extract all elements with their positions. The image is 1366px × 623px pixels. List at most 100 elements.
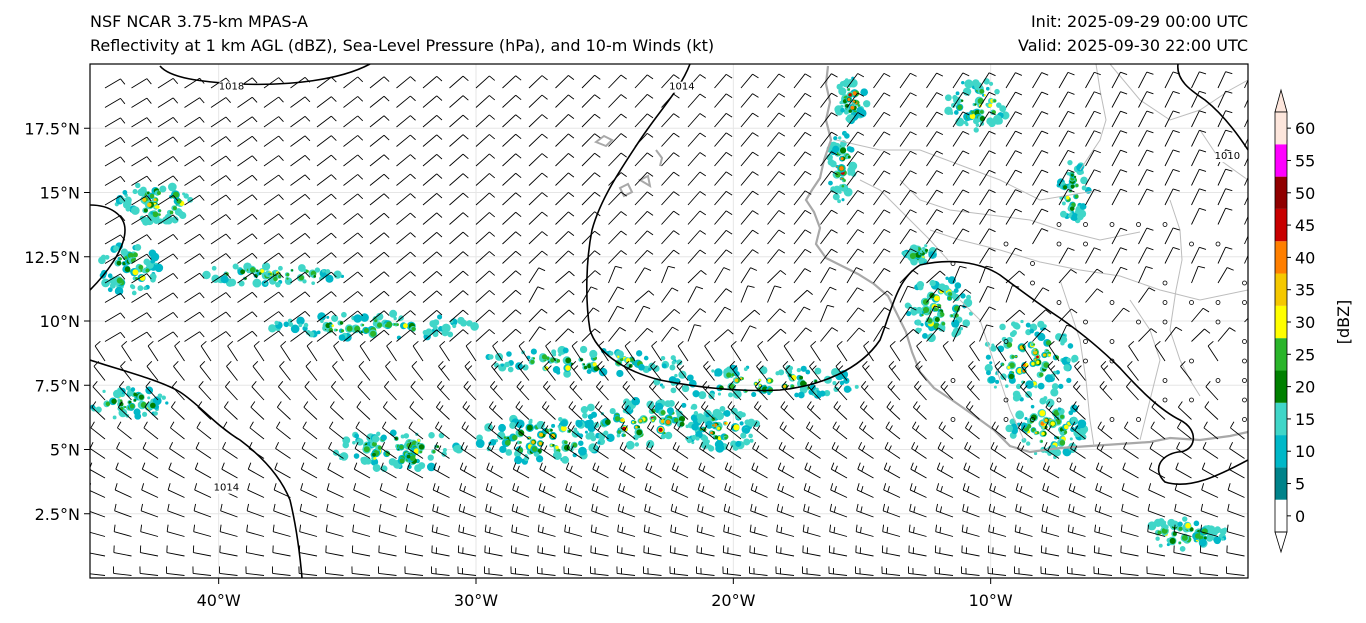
wind-barb <box>537 524 556 537</box>
wind-barb <box>263 174 284 186</box>
lat-tick-label: 2.5°N <box>35 505 80 524</box>
wind-barb <box>536 566 556 576</box>
wind-barb <box>661 210 680 225</box>
wind-barb <box>502 153 522 167</box>
wind-barb <box>386 340 397 362</box>
wind-barb <box>1122 462 1139 479</box>
wind-barb <box>157 97 179 108</box>
colorbar-tick-label: 40 <box>1295 248 1315 267</box>
wind-barb <box>290 213 311 225</box>
wind-barb <box>1205 381 1219 401</box>
wind-barb <box>131 175 152 186</box>
wind-barb <box>756 360 768 381</box>
wind-barb <box>802 545 821 557</box>
wind-barb <box>325 545 344 557</box>
wind-barb <box>673 421 689 440</box>
wind-barb <box>995 340 1007 362</box>
wind-barb <box>1191 188 1207 206</box>
wind-barb <box>555 114 575 128</box>
wind-barb <box>484 524 503 537</box>
wind-barb <box>93 360 106 381</box>
wind-barb <box>687 324 702 342</box>
wind-barb <box>1085 71 1101 89</box>
wind-barb <box>767 285 782 303</box>
wind-barb <box>343 213 364 225</box>
wind-barb <box>723 524 742 537</box>
wind-barb <box>165 566 185 576</box>
wind-barb <box>1032 111 1049 128</box>
wind-barb <box>793 151 812 167</box>
wind-barb <box>449 192 469 206</box>
wind-barb <box>608 172 627 186</box>
wind-barb <box>343 310 364 323</box>
wind-barb <box>767 93 786 108</box>
wind-barb <box>1225 566 1245 576</box>
wind-barb <box>1227 503 1245 518</box>
wind-barb <box>649 381 662 401</box>
wind-barb <box>1138 130 1154 147</box>
wind-barb <box>131 195 152 206</box>
wind-barb <box>210 311 231 323</box>
wind-barb <box>780 401 795 420</box>
wind-barb <box>979 208 996 225</box>
wind-barb <box>378 545 397 557</box>
wind-barb <box>979 169 996 186</box>
wind-barb <box>369 212 390 225</box>
wind-barb <box>566 441 583 459</box>
colorbar-tick-label: 30 <box>1295 313 1315 332</box>
wind-barb <box>502 192 522 206</box>
wind-barb <box>608 74 627 89</box>
wind-barb <box>343 76 364 89</box>
wind-barb <box>740 325 757 342</box>
wind-barb <box>166 545 185 557</box>
wind-barb <box>967 381 980 401</box>
wind-barb <box>94 340 106 362</box>
wind-barb <box>622 381 636 401</box>
wind-barb <box>1015 483 1033 498</box>
wind-barb <box>861 381 874 401</box>
wind-barb <box>407 441 424 459</box>
wind-barb <box>793 209 812 225</box>
wind-barb <box>449 309 469 323</box>
wind-barb <box>753 421 768 440</box>
wind-barb <box>210 116 231 128</box>
wind-barb <box>687 113 707 128</box>
wind-barb <box>730 340 742 362</box>
wind-barb <box>131 331 152 342</box>
wind-barb <box>926 92 944 108</box>
wind-barb <box>952 189 970 206</box>
wind-barb <box>449 329 469 342</box>
wind-barb <box>457 545 477 557</box>
wind-barb <box>379 503 397 518</box>
wind-barb <box>437 381 450 401</box>
wind-barb <box>936 483 954 498</box>
wind-barb <box>1164 188 1180 206</box>
wind-barb <box>722 545 742 557</box>
wind-barb <box>793 112 812 128</box>
wind-barb <box>196 421 212 440</box>
wind-barb <box>192 545 212 557</box>
wind-barb <box>114 503 132 518</box>
wind-barb <box>962 483 980 498</box>
wind-barb <box>157 273 179 284</box>
wind-barb <box>227 340 238 362</box>
wind-barb <box>475 212 496 225</box>
wind-barb <box>246 503 265 518</box>
wind-barb <box>131 117 152 128</box>
wind-barb <box>210 253 231 264</box>
reflectivity-cell <box>332 429 464 472</box>
wind-barb <box>1164 110 1180 128</box>
wind-barb <box>911 441 927 459</box>
wind-barb <box>316 174 337 186</box>
reflectivity-cell <box>475 414 606 465</box>
wind-barb <box>846 327 866 342</box>
wind-barb <box>512 462 530 479</box>
lat-tick-label: 17.5°N <box>24 119 80 138</box>
wind-barb <box>934 566 954 576</box>
wind-barb <box>623 360 636 381</box>
wind-barb <box>565 462 583 479</box>
wind-barb <box>555 192 575 206</box>
wind-barb <box>740 229 759 245</box>
wind-barb <box>1032 309 1052 323</box>
wind-barb <box>449 231 469 245</box>
